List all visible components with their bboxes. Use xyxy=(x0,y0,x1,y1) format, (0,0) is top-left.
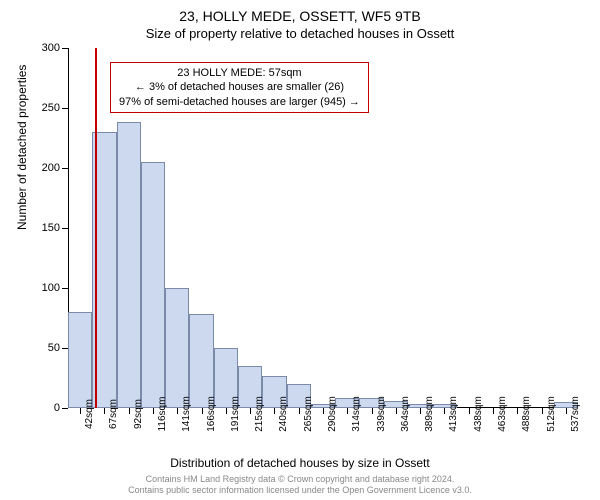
y-tick-label: 250 xyxy=(42,102,60,114)
y-tick xyxy=(62,408,68,409)
x-tick-label: 67sqm xyxy=(108,399,119,429)
x-tick xyxy=(153,408,154,414)
y-tick-label: 0 xyxy=(54,402,60,414)
x-tick xyxy=(420,408,421,414)
x-tick xyxy=(226,408,227,414)
x-tick xyxy=(347,408,348,414)
x-tick-label: 240sqm xyxy=(278,396,289,432)
histogram-bar xyxy=(68,312,92,408)
histogram-bar xyxy=(117,122,141,408)
title-sub: Size of property relative to detached ho… xyxy=(0,24,600,41)
x-tick xyxy=(250,408,251,414)
y-tick xyxy=(62,348,68,349)
y-tick xyxy=(62,108,68,109)
x-tick xyxy=(177,408,178,414)
y-tick-label: 150 xyxy=(42,222,60,234)
y-tick xyxy=(62,228,68,229)
x-tick xyxy=(372,408,373,414)
x-tick-label: 537sqm xyxy=(570,396,581,432)
y-axis-title: Number of detached properties xyxy=(15,65,29,230)
annotation-box: 23 HOLLY MEDE: 57sqm ← 3% of detached ho… xyxy=(110,62,369,113)
x-tick-label: 141sqm xyxy=(181,396,192,432)
title-main: 23, HOLLY MEDE, OSSETT, WF5 9TB xyxy=(0,0,600,24)
y-tick xyxy=(62,48,68,49)
x-tick xyxy=(323,408,324,414)
x-tick xyxy=(202,408,203,414)
histogram-bar xyxy=(165,288,189,408)
y-tick xyxy=(62,288,68,289)
footer-line2: Contains public sector information licen… xyxy=(0,485,600,497)
x-tick xyxy=(80,408,81,414)
x-tick-label: 191sqm xyxy=(230,396,241,432)
x-tick xyxy=(299,408,300,414)
x-tick-label: 364sqm xyxy=(400,396,411,432)
x-tick-label: 463sqm xyxy=(497,396,508,432)
x-tick-label: 42sqm xyxy=(84,399,95,429)
y-tick xyxy=(62,168,68,169)
x-tick-label: 438sqm xyxy=(473,396,484,432)
footer-line1: Contains HM Land Registry data © Crown c… xyxy=(0,474,600,486)
x-tick-label: 488sqm xyxy=(521,396,532,432)
x-tick xyxy=(469,408,470,414)
x-tick xyxy=(493,408,494,414)
annotation-line1: 23 HOLLY MEDE: 57sqm xyxy=(119,66,360,80)
x-tick-label: 92sqm xyxy=(133,399,144,429)
x-tick-label: 215sqm xyxy=(254,396,265,432)
y-tick-label: 50 xyxy=(48,342,60,354)
x-tick xyxy=(566,408,567,414)
x-tick-label: 413sqm xyxy=(448,396,459,432)
y-tick-label: 100 xyxy=(42,282,60,294)
x-tick-label: 339sqm xyxy=(376,396,387,432)
x-tick-label: 116sqm xyxy=(157,397,168,432)
annotation-line3: 97% of semi-detached houses are larger (… xyxy=(119,95,360,109)
histogram-bar xyxy=(141,162,165,408)
x-tick xyxy=(396,408,397,414)
annotation-line2: ← 3% of detached houses are smaller (26) xyxy=(119,80,360,94)
x-tick-label: 166sqm xyxy=(206,396,217,432)
reference-line xyxy=(95,48,97,408)
x-tick xyxy=(542,408,543,414)
x-tick xyxy=(104,408,105,414)
x-tick-label: 512sqm xyxy=(546,396,557,432)
x-tick-label: 314sqm xyxy=(351,396,362,432)
x-tick xyxy=(517,408,518,414)
x-tick xyxy=(444,408,445,414)
histogram-bar xyxy=(189,314,213,408)
x-tick xyxy=(129,408,130,414)
y-tick-label: 200 xyxy=(42,162,60,174)
x-axis-title: Distribution of detached houses by size … xyxy=(0,456,600,470)
y-tick-label: 300 xyxy=(42,42,60,54)
x-tick xyxy=(274,408,275,414)
x-tick-label: 389sqm xyxy=(424,396,435,432)
footer: Contains HM Land Registry data © Crown c… xyxy=(0,474,600,500)
chart-container: 23, HOLLY MEDE, OSSETT, WF5 9TB Size of … xyxy=(0,0,600,500)
x-tick-label: 290sqm xyxy=(327,396,338,432)
x-tick-label: 265sqm xyxy=(303,396,314,432)
